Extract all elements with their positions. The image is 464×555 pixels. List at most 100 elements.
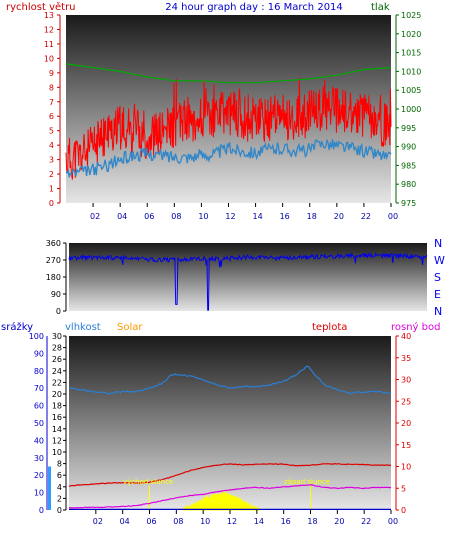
wind-tick-label: 10 xyxy=(44,54,54,63)
solar-axis-title: Solar xyxy=(117,322,143,333)
wind-axis-title: rychlost větru xyxy=(6,1,76,13)
wind-tick-label: 2 xyxy=(49,170,54,179)
hour-label: 00 xyxy=(388,212,398,221)
temperature-tick-label: 10 xyxy=(401,463,411,472)
hour-label: 12 xyxy=(225,212,235,221)
compass-label: N xyxy=(434,237,442,250)
hour-label: 12 xyxy=(227,517,237,526)
wind-direction-series xyxy=(68,251,428,311)
rain-tick-label: 8 xyxy=(57,460,62,469)
hour-label: 18 xyxy=(307,517,317,526)
sunrise-annotation: východ slunce xyxy=(123,478,173,486)
wind-tick-label: 13 xyxy=(44,11,54,20)
rain-tick-label: 20 xyxy=(52,390,62,399)
rain-tick-label: 30 xyxy=(52,332,62,341)
humidity-tick-label: 30 xyxy=(34,454,44,463)
pressure-tick-label: 1020 xyxy=(401,30,421,39)
hour-label: 08 xyxy=(171,212,181,221)
temperature-tick-label: 30 xyxy=(401,376,411,385)
wind-average-line xyxy=(65,138,392,178)
humidity-tick-label: 60 xyxy=(34,402,44,411)
rain-tick-label: 6 xyxy=(57,471,62,480)
temperature-tick-label: 25 xyxy=(401,397,411,406)
rain-tick-label: 14 xyxy=(52,425,62,434)
compass-label: W xyxy=(434,254,445,267)
wind-tick-label: 1 xyxy=(49,185,54,194)
wind-tick-label: 0 xyxy=(49,199,54,208)
wind-gust-line xyxy=(65,77,392,180)
hour-label: 04 xyxy=(120,517,130,526)
pressure-tick-label: 975 xyxy=(401,199,416,208)
compass-label: E xyxy=(434,288,441,301)
rain-tick-label: 2 xyxy=(57,494,62,503)
rain-tick-label: 10 xyxy=(52,448,62,457)
hour-label: 22 xyxy=(361,517,371,526)
hour-label: 02 xyxy=(90,212,100,221)
hour-label: 04 xyxy=(117,212,127,221)
rain-tick-label: 24 xyxy=(52,367,62,376)
direction-tick-label: 360 xyxy=(46,239,61,248)
compass-label: S xyxy=(434,271,441,284)
hour-label: 08 xyxy=(173,517,183,526)
hour-label: 16 xyxy=(280,212,290,221)
humidity-axis-title: vlhkost xyxy=(65,322,101,333)
wind-pressure-series xyxy=(65,63,392,180)
direction-tick-label: 90 xyxy=(51,290,61,299)
rain-axis-title: srážky xyxy=(1,321,33,333)
rain-tick-label: 22 xyxy=(52,378,62,387)
hour-label: 06 xyxy=(144,212,154,221)
humidity-tick-label: 100 xyxy=(29,332,44,341)
compass-label: N xyxy=(434,305,442,318)
humidity-tick-label: 70 xyxy=(34,384,44,393)
rain-tick-label: 18 xyxy=(52,402,62,411)
humidity-tick-label: 20 xyxy=(34,471,44,480)
pressure-tick-label: 1025 xyxy=(401,11,421,20)
direction-tick-label: 180 xyxy=(46,273,61,282)
climate-axes: 0102030405060708090100024681012141618202… xyxy=(29,332,411,526)
hour-label: 20 xyxy=(334,212,344,221)
humidity-tick-label: 40 xyxy=(34,436,44,445)
wind-tick-label: 5 xyxy=(49,127,54,136)
dewpoint-axis-title: rosný bod xyxy=(391,321,440,333)
temperature-tick-label: 15 xyxy=(401,441,411,450)
humidity-tick-label: 0 xyxy=(39,506,44,515)
solar-area xyxy=(182,491,260,512)
wind-tick-label: 9 xyxy=(49,69,54,78)
temperature-axis-title: teplota xyxy=(312,322,347,333)
wind-tick-label: 11 xyxy=(44,40,54,49)
pressure-tick-label: 1000 xyxy=(401,105,421,114)
direction-tick-label: 0 xyxy=(56,307,61,316)
rain-tick-label: 28 xyxy=(52,344,62,353)
hour-label: 22 xyxy=(361,212,371,221)
dewpoint-line xyxy=(68,484,392,509)
humidity-tick-label: 10 xyxy=(34,489,44,498)
wind-tick-label: 7 xyxy=(49,98,54,107)
plot-area-climate xyxy=(69,336,391,510)
pressure-line xyxy=(65,63,392,84)
temperature-line xyxy=(68,462,392,487)
rain-tick-label: 16 xyxy=(52,413,62,422)
hour-label: 14 xyxy=(252,212,262,221)
climate-series xyxy=(68,365,392,512)
hour-label: 14 xyxy=(254,517,264,526)
pressure-tick-label: 980 xyxy=(401,180,416,189)
wind-direction-line xyxy=(68,251,428,311)
rain-tick-label: 0 xyxy=(57,506,62,515)
pressure-tick-label: 990 xyxy=(401,143,416,152)
rain-tick-label: 26 xyxy=(52,355,62,364)
pressure-tick-label: 1010 xyxy=(401,67,421,76)
hour-label: 18 xyxy=(307,212,317,221)
hour-label: 10 xyxy=(200,517,210,526)
temperature-tick-label: 20 xyxy=(401,419,411,428)
pressure-tick-label: 1005 xyxy=(401,86,421,95)
hour-label: 20 xyxy=(334,517,344,526)
pressure-axis-title: tlak xyxy=(371,2,390,13)
humidity-tick-label: 90 xyxy=(34,349,44,358)
wind-axes: 0123456789101112139759809859909951000100… xyxy=(44,11,422,221)
rain-gauge-bar xyxy=(48,466,51,510)
humidity-line xyxy=(68,365,392,395)
rain-tick-label: 4 xyxy=(57,483,62,492)
hour-label: 10 xyxy=(198,212,208,221)
